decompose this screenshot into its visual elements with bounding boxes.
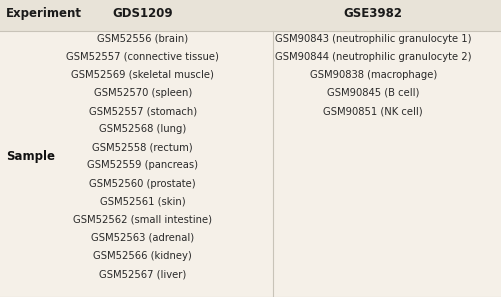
Text: GSM52558 (rectum): GSM52558 (rectum) [93, 142, 193, 152]
Text: GSM52556 (brain): GSM52556 (brain) [97, 34, 188, 44]
Text: GSM52569 (skeletal muscle): GSM52569 (skeletal muscle) [71, 70, 214, 80]
Text: GSM52560 (prostate): GSM52560 (prostate) [90, 178, 196, 189]
Text: GSM52567 (liver): GSM52567 (liver) [99, 269, 186, 279]
Text: GSM52570 (spleen): GSM52570 (spleen) [94, 88, 192, 98]
Text: GSE3982: GSE3982 [344, 7, 403, 20]
Text: GSM52566 (kidney): GSM52566 (kidney) [93, 251, 192, 261]
Text: GSM52568 (lung): GSM52568 (lung) [99, 124, 186, 134]
Text: GDS1209: GDS1209 [112, 7, 173, 20]
Text: Sample: Sample [6, 150, 55, 163]
Text: GSM90845 (B cell): GSM90845 (B cell) [327, 88, 419, 98]
Text: GSM52559 (pancreas): GSM52559 (pancreas) [87, 160, 198, 170]
Text: GSM90844 (neutrophilic granulocyte 2): GSM90844 (neutrophilic granulocyte 2) [275, 52, 471, 62]
FancyBboxPatch shape [0, 0, 501, 31]
Text: GSM52563 (adrenal): GSM52563 (adrenal) [91, 233, 194, 243]
Text: GSM90851 (NK cell): GSM90851 (NK cell) [324, 106, 423, 116]
Text: GSM52557 (connective tissue): GSM52557 (connective tissue) [66, 52, 219, 62]
Text: GSM52562 (small intestine): GSM52562 (small intestine) [73, 215, 212, 225]
Text: GSM90843 (neutrophilic granulocyte 1): GSM90843 (neutrophilic granulocyte 1) [275, 34, 471, 44]
Text: GSM52557 (stomach): GSM52557 (stomach) [89, 106, 197, 116]
Text: GSM52561 (skin): GSM52561 (skin) [100, 197, 185, 207]
Text: Experiment: Experiment [6, 7, 82, 20]
Text: GSM90838 (macrophage): GSM90838 (macrophage) [310, 70, 437, 80]
